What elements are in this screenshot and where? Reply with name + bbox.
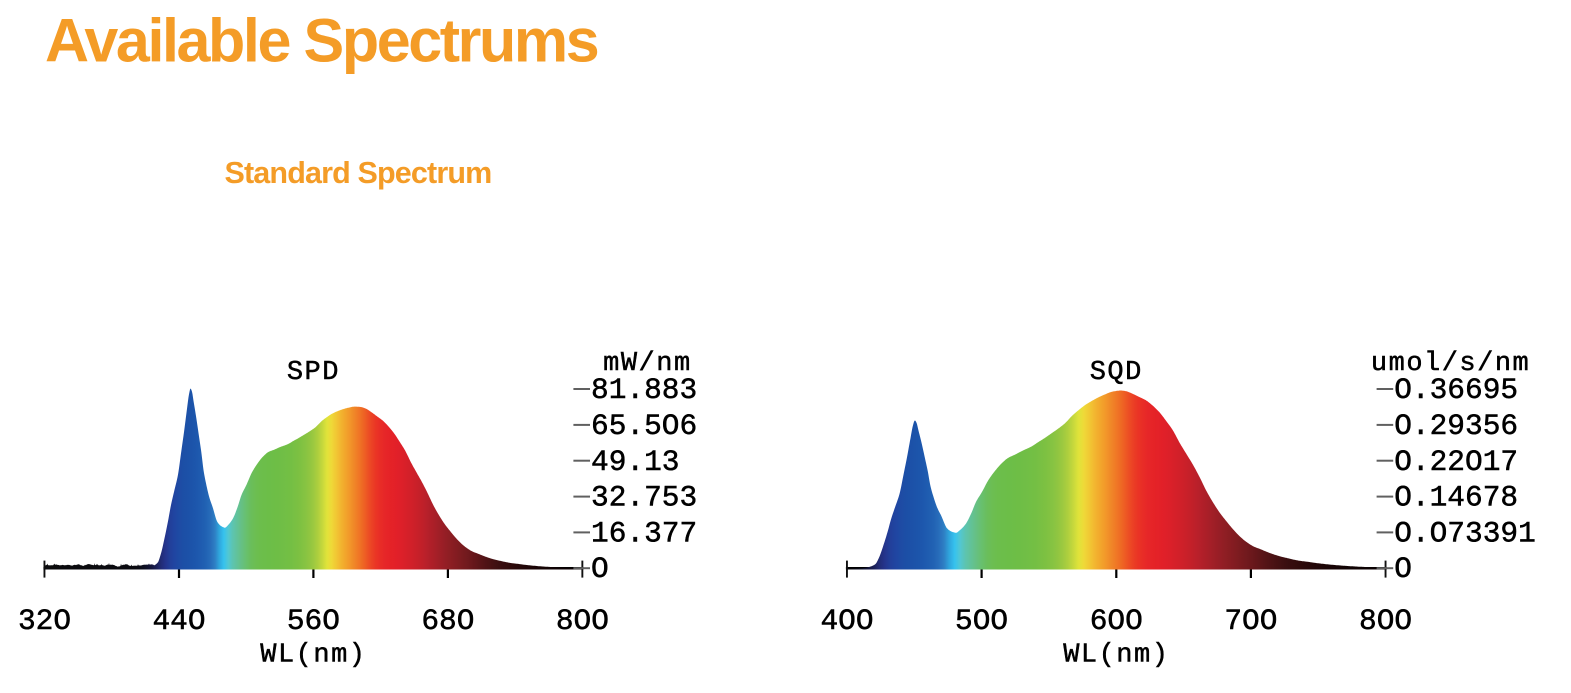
svg-text:7OO: 7OO	[1224, 604, 1277, 638]
svg-text:WL(nm): WL(nm)	[260, 641, 366, 671]
svg-text:mW/nm: mW/nm	[603, 349, 692, 379]
svg-text:5OO: 5OO	[955, 604, 1008, 638]
svg-text:49.13: 49.13	[591, 445, 680, 479]
svg-text:SQD: SQD	[1090, 358, 1143, 388]
svg-text:81.883: 81.883	[591, 373, 697, 407]
svg-text:O.22O17: O.22O17	[1394, 445, 1518, 479]
svg-text:32.753: 32.753	[591, 481, 697, 515]
svg-text:Available Spectrums: Available Spectrums	[45, 7, 598, 75]
svg-text:68O: 68O	[421, 604, 474, 638]
svg-text:O.29356: O.29356	[1394, 409, 1518, 443]
svg-text:O: O	[1394, 552, 1412, 586]
svg-text:WL(nm): WL(nm)	[1063, 641, 1169, 671]
svg-text:O.O73391: O.O73391	[1394, 517, 1536, 551]
svg-text:O: O	[591, 552, 609, 586]
svg-text:O.14678: O.14678	[1394, 481, 1518, 515]
svg-text:4OO: 4OO	[820, 604, 873, 638]
svg-text:6OO: 6OO	[1090, 604, 1143, 638]
svg-text:Standard Spectrum: Standard Spectrum	[225, 156, 492, 190]
svg-text:O.36695: O.36695	[1394, 373, 1518, 407]
svg-text:16.377: 16.377	[591, 517, 697, 551]
svg-text:8OO: 8OO	[556, 604, 609, 638]
svg-text:65.5O6: 65.5O6	[591, 409, 697, 443]
svg-text:8OO: 8OO	[1359, 604, 1412, 638]
svg-text:SPD: SPD	[287, 358, 340, 388]
svg-text:44O: 44O	[152, 604, 205, 638]
svg-text:umol/s/nm: umol/s/nm	[1371, 349, 1530, 379]
svg-text:32O: 32O	[18, 604, 71, 638]
svg-text:56O: 56O	[287, 604, 340, 638]
